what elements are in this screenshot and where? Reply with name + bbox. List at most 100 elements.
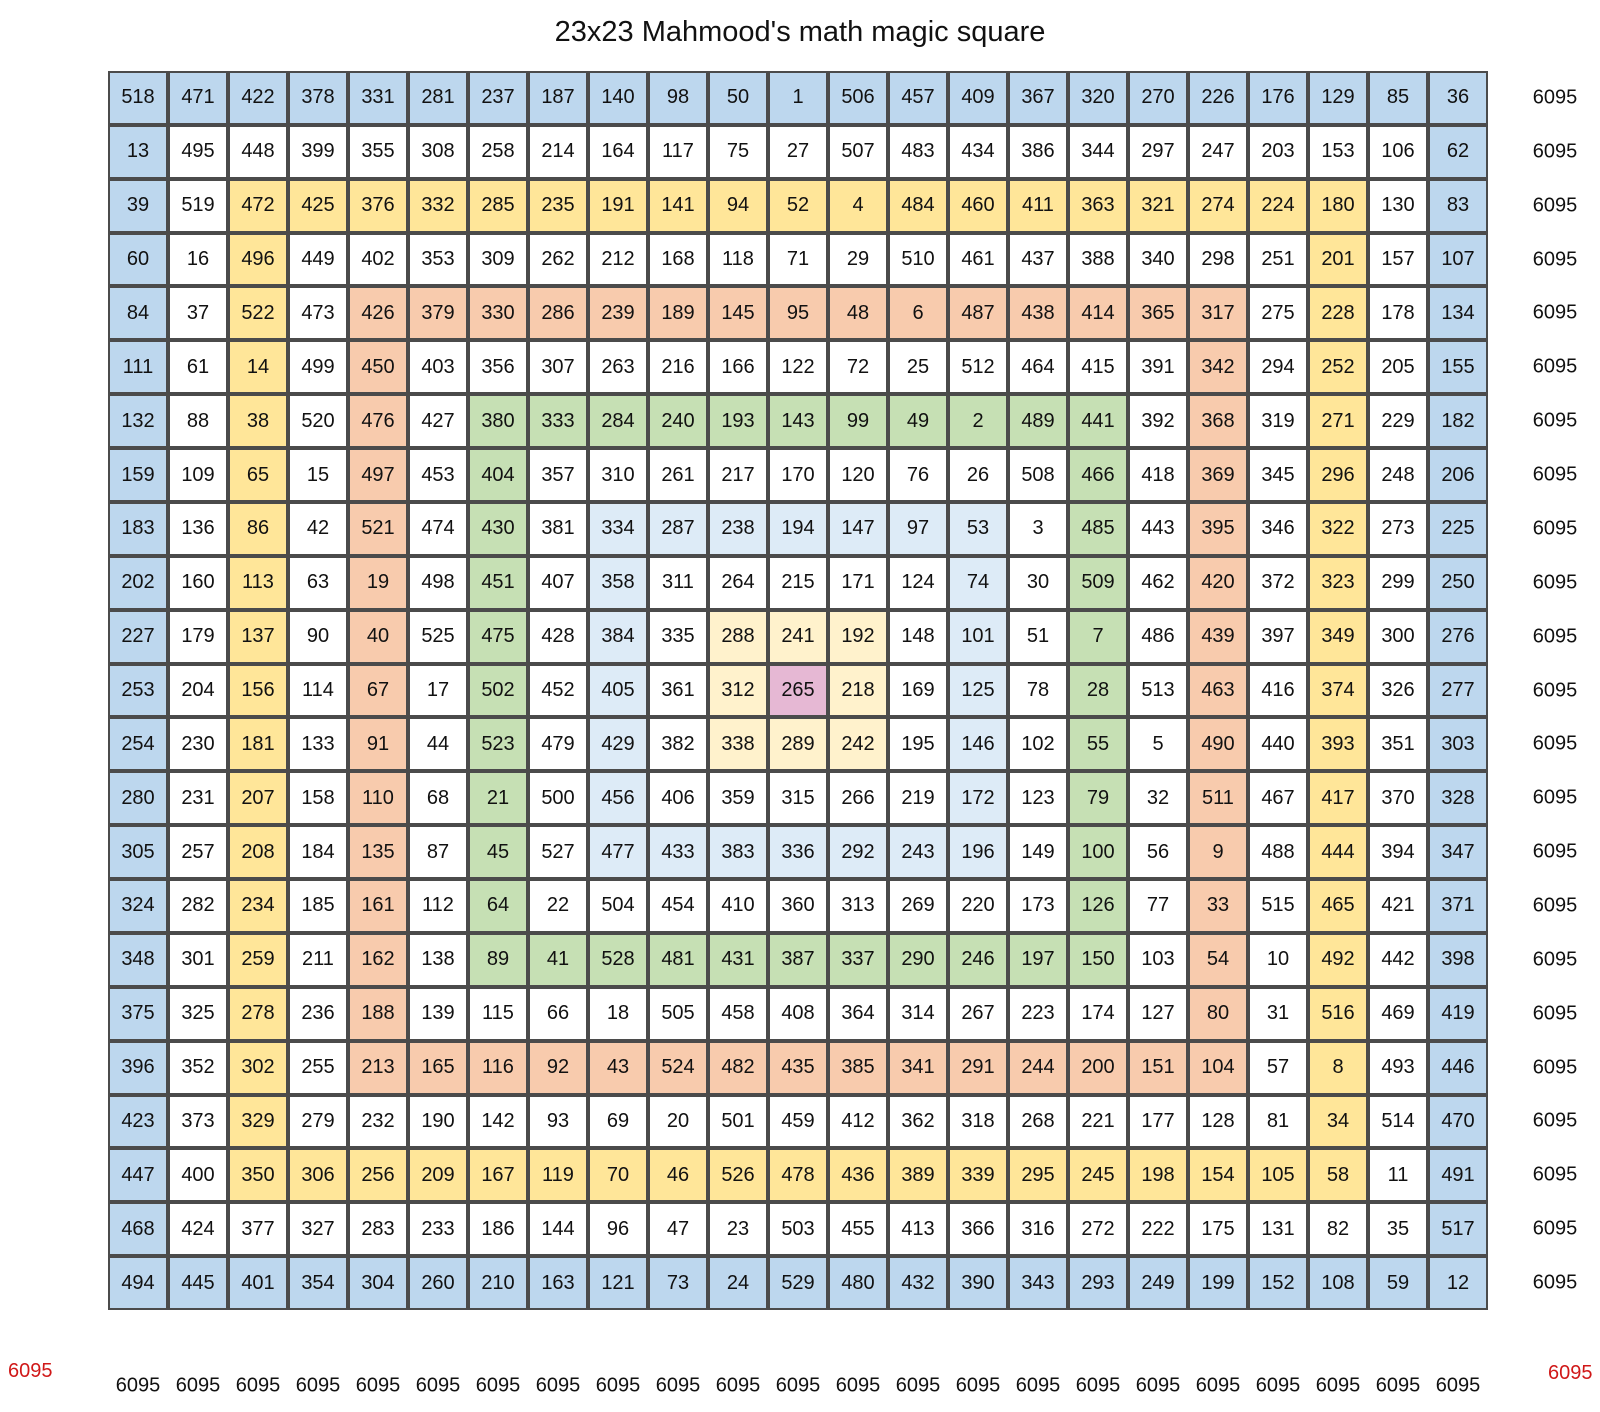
- grid-cell: 303: [1430, 719, 1486, 770]
- grid-cell: 122: [770, 342, 826, 393]
- grid-cell: 306: [290, 1150, 346, 1201]
- grid-cell: 501: [710, 1096, 766, 1147]
- grid-cell: 217: [710, 450, 766, 500]
- grid-cell: 265: [770, 665, 826, 716]
- grid-cell: 216: [650, 342, 706, 393]
- grid-cell: 291: [950, 1042, 1006, 1093]
- grid-cell: 40: [350, 611, 406, 662]
- row-sum: 6095: [1532, 1217, 1578, 1240]
- grid-cell: 52: [770, 180, 826, 231]
- grid-cell: 17: [410, 665, 466, 716]
- grid-cell: 250: [1430, 557, 1486, 608]
- grid-cell: 252: [1310, 342, 1366, 393]
- grid-cell: 179: [170, 611, 226, 662]
- grid-cell: 261: [650, 450, 706, 500]
- row-sum: 6095: [1532, 679, 1578, 701]
- grid-cell: 401: [230, 1258, 286, 1308]
- grid-cell: 402: [350, 234, 406, 285]
- grid-cell: 49: [890, 396, 946, 447]
- grid-cell: 302: [230, 1042, 286, 1093]
- grid-cell: 419: [1430, 988, 1486, 1039]
- grid-cell: 125: [950, 665, 1006, 716]
- grid-cell: 211: [290, 934, 346, 985]
- grid-cell: 429: [590, 719, 646, 770]
- grid-cell: 376: [350, 180, 406, 231]
- grid-cell: 502: [470, 665, 526, 716]
- grid-cell: 498: [410, 557, 466, 608]
- grid-cell: 284: [590, 396, 646, 447]
- grid-cell: 108: [1310, 1258, 1366, 1308]
- grid-cell: 8: [1310, 1042, 1366, 1093]
- grid-cell: 452: [530, 665, 586, 716]
- grid-cell: 5: [1130, 719, 1186, 770]
- grid-cell: 107: [1430, 234, 1486, 285]
- grid-cell: 229: [1370, 396, 1426, 447]
- grid-cell: 450: [350, 342, 406, 393]
- grid-cell: 415: [1070, 342, 1126, 393]
- grid-cell: 446: [1430, 1042, 1486, 1093]
- grid-cell: 381: [530, 503, 586, 554]
- grid-cell: 267: [950, 988, 1006, 1039]
- grid-cell: 493: [1370, 1042, 1426, 1093]
- grid-cell: 370: [1370, 773, 1426, 824]
- column-sum: 6095: [115, 1374, 161, 1397]
- grid-cell: 75: [710, 126, 766, 177]
- grid-cell: 47: [650, 1204, 706, 1255]
- grid-cell: 458: [710, 988, 766, 1039]
- row-sum: 6095: [1532, 1109, 1578, 1132]
- grid-cell: 511: [1190, 773, 1246, 824]
- grid-cell: 361: [650, 665, 706, 716]
- grid-cell: 89: [470, 934, 526, 985]
- row-sum: 6095: [1532, 463, 1578, 486]
- grid-cell: 507: [830, 126, 886, 177]
- grid-cell: 320: [1070, 73, 1126, 123]
- grid-cell: 526: [710, 1150, 766, 1201]
- grid-cell: 128: [1190, 1096, 1246, 1147]
- grid-cell: 348: [110, 934, 166, 985]
- grid-cell: 57: [1250, 1042, 1306, 1093]
- grid-cell: 86: [230, 503, 286, 554]
- grid-cell: 220: [950, 881, 1006, 931]
- grid-cell: 130: [1370, 180, 1426, 231]
- grid-cell: 424: [170, 1204, 226, 1255]
- grid-cell: 503: [770, 1204, 826, 1255]
- grid-cell: 111: [110, 342, 166, 393]
- grid-cell: 148: [890, 611, 946, 662]
- grid-cell: 280: [110, 773, 166, 824]
- grid-cell: 410: [710, 881, 766, 931]
- grid-cell: 124: [890, 557, 946, 608]
- grid-cell: 73: [650, 1258, 706, 1308]
- grid-cell: 392: [1130, 396, 1186, 447]
- column-sum: 6095: [235, 1374, 281, 1397]
- grid-cell: 487: [950, 288, 1006, 339]
- grid-cell: 85: [1370, 73, 1426, 123]
- grid-cell: 459: [770, 1096, 826, 1147]
- grid-cell: 160: [170, 557, 226, 608]
- column-sum: 6095: [955, 1374, 1001, 1397]
- grid-cell: 451: [470, 557, 526, 608]
- grid-cell: 388: [1070, 234, 1126, 285]
- column-sum: 6095: [1075, 1374, 1121, 1397]
- grid-cell: 289: [770, 719, 826, 770]
- grid-cell: 321: [1130, 180, 1186, 231]
- grid-cell: 393: [1310, 719, 1366, 770]
- grid-cell: 67: [350, 665, 406, 716]
- row-sum: 6095: [1532, 517, 1578, 540]
- grid-cell: 384: [590, 611, 646, 662]
- grid-cell: 294: [1250, 342, 1306, 393]
- grid-cell: 351: [1370, 719, 1426, 770]
- grid-cell: 356: [470, 342, 526, 393]
- grid-cell: 338: [710, 719, 766, 770]
- grid-cell: 488: [1250, 827, 1306, 878]
- grid-cell: 523: [470, 719, 526, 770]
- grid-cell: 68: [410, 773, 466, 824]
- grid-cell: 110: [350, 773, 406, 824]
- grid-cell: 165: [410, 1042, 466, 1093]
- grid-cell: 9: [1190, 827, 1246, 878]
- grid-cell: 11: [1370, 1150, 1426, 1201]
- column-sum: 6095: [1195, 1374, 1241, 1397]
- grid-cell: 309: [470, 234, 526, 285]
- row-sum: 6095: [1532, 1002, 1578, 1025]
- grid-cell: 330: [470, 288, 526, 339]
- grid-cell: 422: [230, 73, 286, 123]
